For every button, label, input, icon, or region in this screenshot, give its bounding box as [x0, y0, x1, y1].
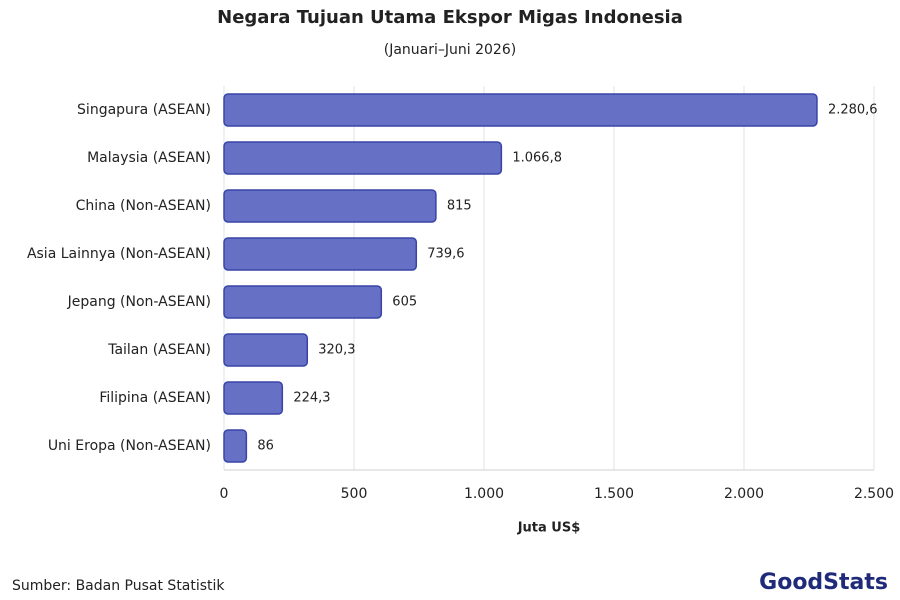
- bar: [223, 429, 248, 463]
- x-tick-label: 500: [341, 486, 368, 502]
- value-label: 224,3: [293, 391, 330, 406]
- value-label: 2.280,6: [828, 103, 878, 118]
- source-note: Sumber: Badan Pusat Statistik: [12, 578, 225, 594]
- bar: [223, 93, 818, 127]
- x-tick-label: 2.500: [854, 486, 894, 502]
- x-tick-label: 0: [220, 486, 229, 502]
- y-tick-label: Tailan (ASEAN): [107, 342, 211, 358]
- x-tick-label: 1.500: [594, 486, 634, 502]
- brand-logo: GoodStats: [759, 570, 888, 595]
- value-label: 86: [257, 439, 274, 454]
- value-label: 815: [447, 199, 472, 214]
- bar: [223, 333, 309, 367]
- bar: [223, 237, 418, 271]
- y-tick-label: Jepang (Non-ASEAN): [67, 294, 211, 310]
- x-tick-label: 1.000: [464, 486, 504, 502]
- x-tick-label: 2.000: [724, 486, 764, 502]
- bar: [223, 285, 383, 319]
- chart-title: Negara Tujuan Utama Ekspor Migas Indones…: [217, 7, 683, 28]
- bar: [223, 381, 284, 415]
- bar: [223, 141, 503, 175]
- value-label: 1.066,8: [512, 151, 562, 166]
- x-axis-label: Juta US$: [517, 521, 581, 536]
- value-label: 739,6: [427, 247, 464, 262]
- value-label: 605: [392, 295, 417, 310]
- y-tick-label: China (Non-ASEAN): [76, 198, 211, 214]
- chart-subtitle: (Januari–Juni 2026): [384, 42, 516, 58]
- y-tick-label: Uni Eropa (Non-ASEAN): [48, 438, 211, 454]
- y-tick-label: Filipina (ASEAN): [99, 390, 211, 406]
- value-label: 320,3: [318, 343, 355, 358]
- y-tick-label: Asia Lainnya (Non-ASEAN): [27, 246, 211, 262]
- y-tick-label: Singapura (ASEAN): [77, 102, 211, 118]
- bar: [223, 189, 437, 223]
- y-tick-label: Malaysia (ASEAN): [87, 150, 211, 166]
